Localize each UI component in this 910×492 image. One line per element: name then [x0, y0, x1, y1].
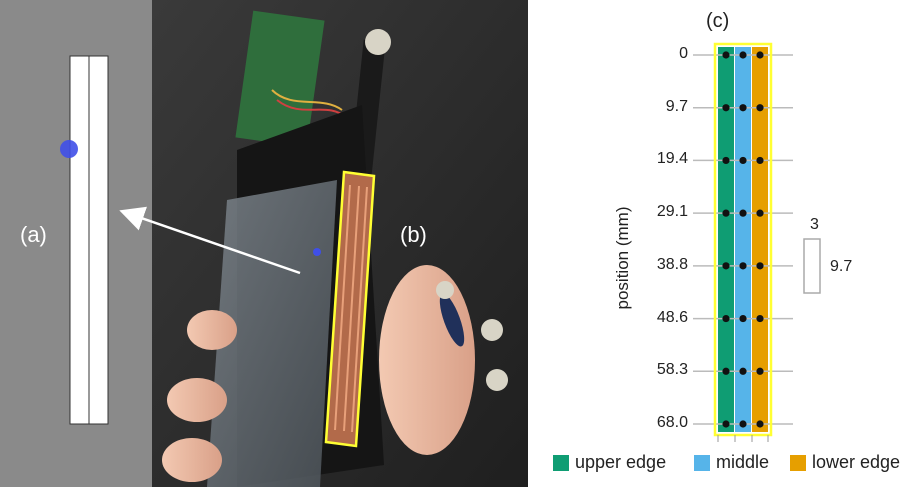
sensor-dot [756, 156, 764, 165]
sensor-dot [722, 156, 730, 165]
scale-box [803, 238, 821, 294]
sensor-dot [722, 367, 730, 375]
legend-upper-edge: upper edge [553, 452, 666, 473]
legend-label-lower: lower edge [812, 452, 901, 472]
panel-c-label: (c) [706, 10, 730, 32]
circuit-board [235, 10, 325, 148]
sensor-dot [739, 156, 747, 165]
sensor-dot [756, 209, 764, 217]
sensor-column [735, 47, 751, 432]
y-tick-label: 68.0 [656, 414, 688, 431]
y-tick-label: 58.3 [656, 361, 688, 379]
scale-height-label: 9.7 [830, 258, 853, 275]
sensor-dot [756, 367, 764, 375]
legend-swatch-upper [553, 454, 569, 471]
sensor-column [752, 47, 768, 432]
y-tick-label: 19.4 [656, 150, 688, 168]
y-tick-label: 29.1 [656, 203, 688, 221]
sensor-dot [722, 104, 730, 112]
sensor-dot [722, 420, 730, 428]
scale-width-label: 3 [810, 216, 819, 233]
sensor-dot [739, 104, 747, 112]
sensor-dot [722, 51, 730, 59]
contact-marker [60, 140, 78, 158]
stylus-marker-ball [365, 29, 391, 55]
sensor-dot [756, 314, 764, 323]
sensor-dot [739, 209, 747, 217]
y-tick-label: 38.8 [656, 255, 688, 273]
sensor-dot [756, 104, 764, 112]
y-tick-label: 9.7 [665, 97, 688, 115]
legend-lower-edge: lower edge [790, 452, 900, 473]
legend-swatch-middle [694, 454, 710, 471]
y-tick-label: 0 [679, 45, 688, 62]
sensor-dot [756, 262, 764, 270]
sensor-dot [739, 314, 747, 323]
sensor-layout-panel: (c) position (mm) 0 9.7 19.4 29.1 38.8 48.6 58… [528, 0, 910, 487]
sensor-dot [722, 209, 730, 217]
device-screen [207, 180, 337, 487]
sensor-dot [756, 420, 764, 428]
legend-label-upper: upper edge [575, 452, 667, 472]
sensor-dot [722, 314, 730, 323]
sensor-dot [739, 262, 747, 270]
schematic-panel: (a) [0, 0, 152, 487]
panel-a-label: (a) [20, 222, 47, 247]
schematic-drawing [60, 55, 109, 425]
y-tick-label: 48.6 [656, 308, 688, 326]
sensor-dot [739, 367, 747, 375]
legend-middle: middle [694, 452, 769, 473]
sensor-dot [739, 51, 747, 59]
legend-swatch-lower [790, 454, 806, 471]
photo-contact-marker [313, 248, 321, 256]
sensor-column [718, 47, 734, 432]
sensor-grid [693, 42, 821, 442]
sensor-highlight-outline [713, 42, 773, 437]
sensor-dot [722, 262, 730, 270]
sensor-dot [756, 51, 764, 59]
sensor-dot [739, 420, 747, 428]
panel-b-label: (b) [400, 222, 427, 247]
callout-arrow [119, 206, 147, 231]
legend-label-middle: middle [716, 452, 770, 472]
